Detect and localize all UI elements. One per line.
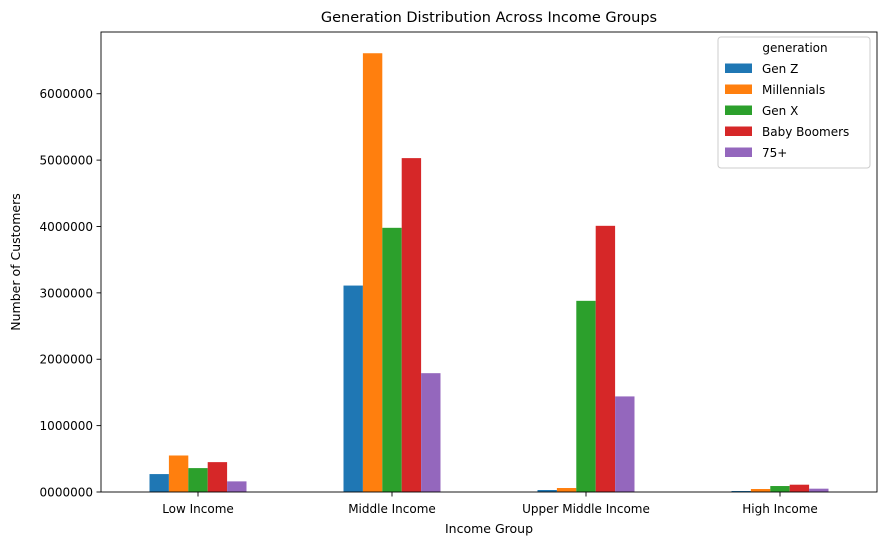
- bar-1-2: [382, 227, 402, 492]
- legend-swatch: [725, 147, 752, 157]
- y-tick-label: 5000000: [40, 154, 93, 168]
- axes-frame: [100, 31, 878, 493]
- legend-swatch: [725, 63, 752, 73]
- bar-2-2: [576, 300, 596, 492]
- bar-0-2: [188, 468, 208, 492]
- legend-box: [717, 36, 871, 169]
- y-tick-label: 6000000: [40, 87, 93, 101]
- bar-0-3: [207, 462, 228, 492]
- legend-title: generation: [762, 41, 827, 55]
- x-axis-label: Income Group: [445, 521, 533, 536]
- legend-swatch: [725, 84, 752, 94]
- bar-2-4: [615, 396, 635, 492]
- bar-1-3: [401, 158, 422, 492]
- bar-3-3: [789, 484, 810, 492]
- bar-0-0: [149, 474, 169, 492]
- y-tick-label: 0000000: [40, 486, 93, 500]
- y-tick-label: 3000000: [40, 286, 93, 300]
- chart-title: Generation Distribution Across Income Gr…: [321, 10, 657, 26]
- legend-label: Millennials: [762, 83, 825, 97]
- bar-1-1: [362, 53, 383, 493]
- legend-swatch: [725, 126, 752, 136]
- bar-1-4: [421, 373, 441, 492]
- x-axis: Low Income Middle Income Upper Middle Inco…: [162, 492, 818, 516]
- x-tick-label: Upper Middle Income: [522, 502, 650, 516]
- legend: generation Gen Z Millennials Gen X Baby Boo…: [717, 36, 871, 169]
- legend-label: Gen Z: [762, 62, 798, 76]
- legend-label: Baby Boomers: [762, 125, 849, 139]
- plot-area: [149, 53, 829, 493]
- bar-3-4: [809, 488, 829, 492]
- y-tick-label: 1000000: [40, 419, 93, 433]
- y-axis-label: Number of Customers: [8, 193, 23, 330]
- bar-3-2: [770, 486, 790, 492]
- y-tick-label: 2000000: [40, 353, 93, 367]
- legend-swatch: [725, 105, 752, 115]
- bar-3-1: [750, 489, 771, 492]
- x-tick-label: Middle Income: [348, 502, 436, 516]
- bar-0-4: [227, 481, 247, 492]
- bar-0-1: [168, 455, 189, 492]
- y-axis: 0000000 1000000 2000000 3000000 4000000 50000…: [40, 87, 101, 500]
- x-tick-label: Low Income: [162, 502, 234, 516]
- bar-2-1: [556, 488, 577, 492]
- bar-1-0: [343, 285, 363, 492]
- bar-2-0: [537, 490, 557, 492]
- bar-3-0: [731, 491, 751, 492]
- y-tick-label: 4000000: [40, 220, 93, 234]
- legend-label: Gen X: [762, 104, 798, 118]
- legend-label: 75+: [762, 146, 787, 160]
- x-tick-label: High Income: [742, 502, 818, 516]
- bar-2-3: [595, 225, 616, 492]
